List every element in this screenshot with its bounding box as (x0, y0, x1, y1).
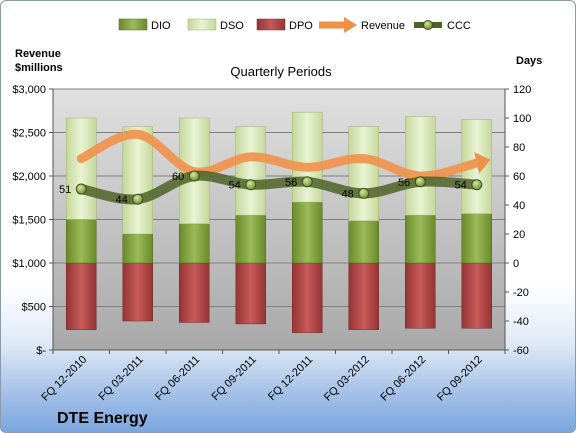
bar-dso (405, 116, 436, 216)
legend-arrowhead-revenue (344, 17, 357, 33)
ccc-data-label: 54 (455, 180, 467, 192)
bar-dpo (122, 262, 153, 322)
ccc-data-label: 54 (229, 180, 241, 192)
legend-swatch-dpo (256, 18, 286, 31)
bar-dso (235, 126, 266, 216)
right-tick-label: 120 (513, 84, 531, 96)
ccc-data-label: 51 (59, 184, 71, 196)
bar-dio (66, 219, 97, 264)
bar-dso (122, 126, 153, 235)
left-tick-label: $500 (22, 302, 46, 314)
x-tick-label: FQ 03-2012 (322, 354, 372, 404)
bar-dpo (235, 262, 266, 325)
left-axis-title-line1: Revenue (15, 48, 61, 60)
left-tick-label: $2,000 (12, 171, 46, 183)
revenue-line (76, 129, 482, 181)
left-tick-label: $1,500 (12, 215, 46, 227)
x-tick-label: FQ 09-2012 (435, 354, 485, 404)
ccc-marker (414, 176, 426, 188)
ccc-marker (245, 179, 257, 191)
bars-group (66, 111, 492, 333)
ccc-data-label: 56 (398, 177, 410, 189)
right-tick-label: 0 (513, 258, 519, 270)
legend-label-ccc: CCC (447, 20, 471, 32)
bar-dpo (405, 262, 436, 329)
legend-label-dpo: DPO (289, 20, 313, 32)
left-tick-label: $3,000 (12, 84, 46, 96)
legend-label-dso: DSO (220, 20, 244, 32)
bar-dio (122, 233, 153, 264)
legend-marker-ccc (423, 20, 433, 30)
ccc-data-label: 56 (285, 177, 297, 189)
ccc-marker (132, 193, 144, 205)
x-tick-label: FQ 12-2011 (266, 354, 315, 403)
legend: DIO DSO DPO Revenue CCC (118, 17, 471, 33)
ccc-marker (75, 183, 87, 195)
x-tick-label: FQ 12-2010 (39, 354, 89, 404)
ccc-data-label: 48 (342, 188, 354, 200)
bar-dio (461, 213, 492, 264)
left-tick-label: $1,000 (12, 258, 46, 270)
revenue-arrowhead (474, 152, 491, 174)
company-name: DTE Energy (57, 410, 148, 427)
left-tick-label: $- (36, 345, 46, 357)
bar-dio (179, 223, 210, 264)
bar-dio (405, 214, 436, 264)
bar-dpo (292, 262, 323, 333)
right-tick-label: -60 (513, 345, 529, 357)
bar-dpo (461, 262, 492, 329)
right-tick-label: -40 (513, 316, 529, 328)
bar-dso (348, 126, 379, 222)
x-tick-label: FQ 09-2011 (209, 354, 258, 403)
lines-group (75, 129, 491, 205)
ccc-data-label: 60 (172, 171, 184, 183)
ccc-data-label: 44 (116, 194, 128, 206)
legend-swatch-dio (118, 18, 148, 31)
right-tick-label: 40 (513, 200, 525, 212)
ccc-marker (358, 187, 370, 199)
bar-dso (66, 117, 97, 220)
ccc-marker (301, 176, 313, 188)
bar-dio (348, 220, 379, 264)
right-tick-label: 60 (513, 171, 525, 183)
right-axis-title: Days (516, 55, 542, 67)
legend-swatch-dso (187, 18, 217, 31)
right-tick-label: -20 (513, 287, 529, 299)
right-tick-label: 20 (513, 229, 525, 241)
ccc-marker (188, 170, 200, 182)
right-tick-label: 80 (513, 142, 525, 154)
bar-dpo (179, 262, 210, 323)
right-tick-label: 100 (513, 113, 531, 125)
bar-dio (292, 201, 323, 264)
legend-label-revenue: Revenue (361, 20, 405, 32)
x-tick-label: FQ 06-2011 (153, 354, 202, 403)
x-tick-label: FQ 03-2011 (96, 354, 145, 403)
data-labels-group: 51 44 60 54 56 48 56 54 (59, 171, 467, 206)
legend-label-dio: DIO (151, 20, 171, 32)
chart-title: Quarterly Periods (230, 64, 332, 79)
ccc-marker (471, 179, 483, 191)
left-tick-label: $2,500 (12, 128, 46, 140)
bar-dpo (348, 262, 379, 330)
left-axis-title-line2: $millions (15, 62, 63, 74)
bar-dpo (66, 262, 97, 330)
x-tick-label: FQ 06-2012 (378, 354, 428, 404)
bar-dio (235, 214, 266, 264)
